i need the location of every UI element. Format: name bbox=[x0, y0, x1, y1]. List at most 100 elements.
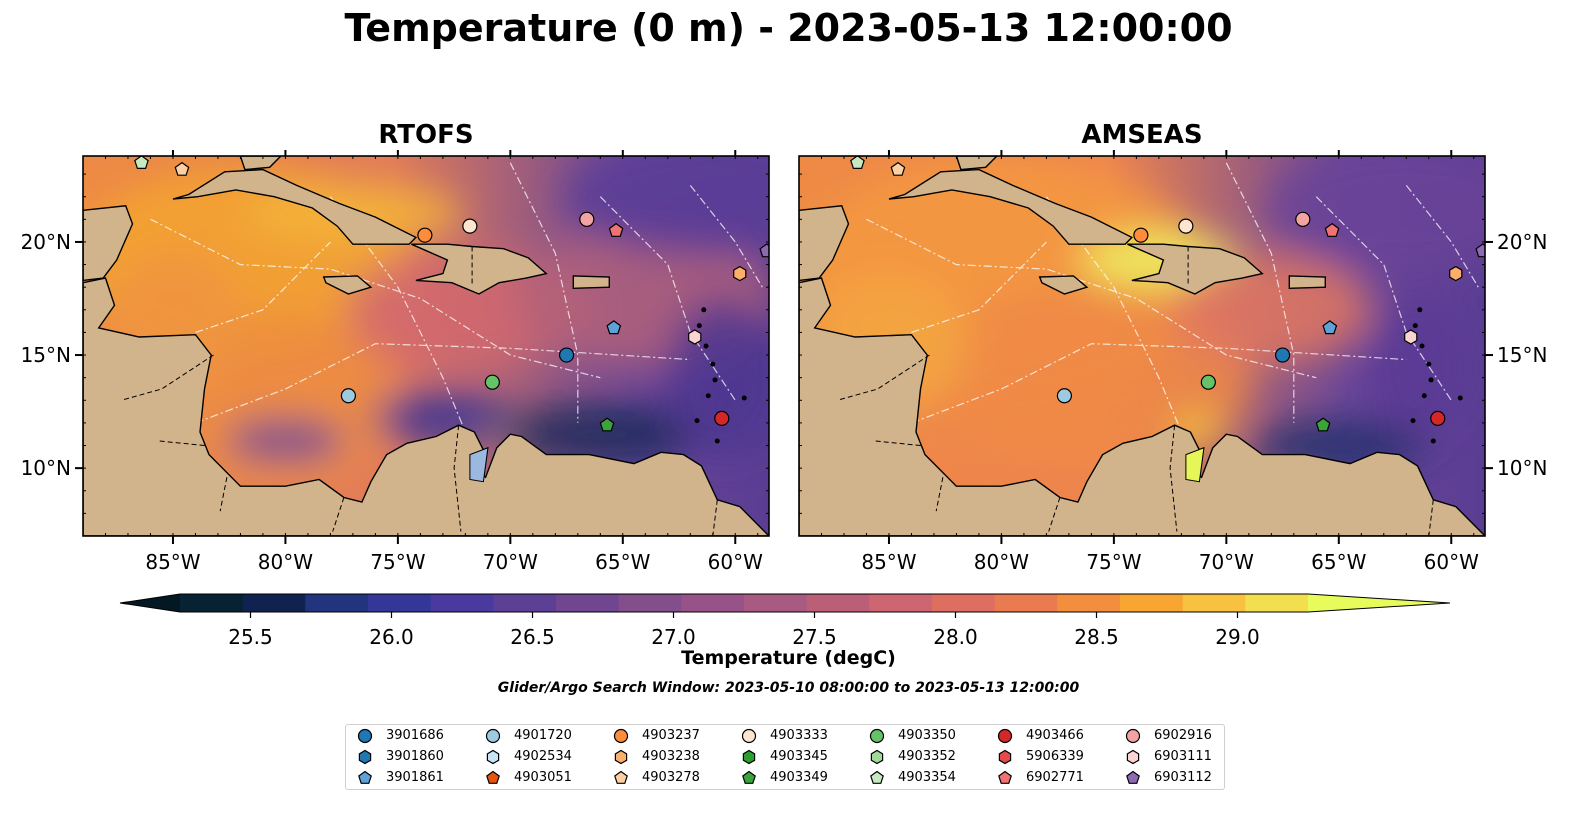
float-legend: 3901686 3901860 3901861 4901720 4902534 49030… bbox=[345, 724, 1225, 790]
colorbar-segment bbox=[1057, 594, 1121, 612]
legend-marker-icon bbox=[998, 749, 1012, 765]
colorbar-segment bbox=[1182, 594, 1246, 612]
colorbar-segment bbox=[1245, 594, 1309, 612]
lake-maracaibo-fill bbox=[469, 447, 489, 483]
colorbar-over-extension bbox=[1308, 594, 1450, 612]
island-marker bbox=[694, 418, 700, 424]
legend-label: 3901686 bbox=[386, 728, 444, 743]
colorbar: 25.5 26.0 26.5 27.0 27.5 28.0 28.5 29.0 bbox=[119, 593, 1451, 649]
float-marker-4903354 bbox=[134, 156, 149, 169]
temperature-field bbox=[799, 156, 1485, 473]
x-tick-label: 60°W bbox=[708, 550, 763, 574]
legend-marker-icon bbox=[1126, 770, 1140, 784]
x-tick-label: 75°W bbox=[1086, 550, 1141, 574]
legend-label: 4903278 bbox=[642, 770, 700, 785]
island-marker bbox=[712, 377, 718, 383]
x-tick-label: 70°W bbox=[1199, 550, 1254, 574]
colorbar-segment bbox=[242, 594, 306, 612]
legend-marker-icon bbox=[1125, 728, 1141, 744]
colorbar-segment bbox=[1120, 594, 1184, 612]
x-tick-label: 60°W bbox=[1424, 550, 1479, 574]
legend-marker-icon bbox=[870, 749, 884, 765]
legend-label: 3901861 bbox=[386, 770, 444, 785]
legend-label: 4903237 bbox=[642, 728, 700, 743]
legend-marker-icon bbox=[869, 728, 885, 744]
float-marker-6902771 bbox=[608, 222, 624, 237]
legend-marker bbox=[486, 749, 500, 765]
colorbar-outline bbox=[119, 593, 1451, 613]
y-tick-label-left: 15°N bbox=[21, 343, 71, 367]
y-tick-label-left: 20°N bbox=[21, 230, 71, 254]
island-marker bbox=[1457, 395, 1463, 401]
map-frame bbox=[82, 155, 770, 537]
float-marker-6902916 bbox=[1295, 211, 1311, 227]
x-tick-label: 65°W bbox=[1311, 550, 1366, 574]
float-marker-4903237 bbox=[1133, 227, 1149, 243]
island-marker bbox=[1430, 438, 1436, 444]
land-mass bbox=[83, 156, 769, 536]
float-marker-4903349 bbox=[1315, 417, 1331, 432]
island-marker bbox=[696, 323, 702, 329]
y-tick-label-right: 15°N bbox=[1497, 343, 1547, 367]
legend-marker-icon bbox=[1126, 749, 1140, 765]
float-marker-4903238 bbox=[1449, 265, 1463, 282]
legend-marker-icon bbox=[614, 770, 628, 784]
legend-marker bbox=[357, 728, 373, 744]
island-marker bbox=[1417, 307, 1423, 313]
boundary-lines bbox=[866, 162, 1479, 433]
legend-marker-icon bbox=[614, 749, 628, 765]
island-marker bbox=[1426, 361, 1432, 367]
legend-marker-icon bbox=[357, 728, 373, 744]
x-tick-label: 85°W bbox=[145, 550, 200, 574]
legend-marker bbox=[1126, 749, 1140, 765]
legend-label: 6902771 bbox=[1026, 770, 1084, 785]
colorbar-segment bbox=[430, 594, 494, 612]
float-marker-3901861 bbox=[606, 320, 622, 335]
colorbar-segment bbox=[869, 594, 933, 612]
legend-marker-icon bbox=[486, 749, 500, 765]
legend-marker bbox=[358, 749, 372, 765]
legend-marker bbox=[997, 728, 1013, 744]
legend-label: 4903333 bbox=[770, 728, 828, 743]
float-marker-4903237 bbox=[417, 227, 433, 243]
colorbar-segment bbox=[180, 594, 244, 612]
colorbar-segment bbox=[681, 594, 745, 612]
legend-label: 4903345 bbox=[770, 749, 828, 764]
x-tick-label: 80°W bbox=[258, 550, 313, 574]
legend-label: 4901720 bbox=[514, 728, 572, 743]
float-marker-6903111 bbox=[1404, 329, 1418, 345]
colorbar-segment bbox=[368, 594, 432, 612]
float-marker-4903350 bbox=[484, 374, 500, 390]
legend-marker bbox=[742, 749, 756, 765]
legend-marker bbox=[1126, 770, 1140, 784]
island-marker bbox=[1428, 377, 1434, 383]
legend-marker-icon bbox=[741, 728, 757, 744]
legend-marker bbox=[741, 728, 757, 744]
legend-marker bbox=[998, 770, 1012, 784]
legend-label: 4903349 bbox=[770, 770, 828, 785]
colorbar-segment bbox=[618, 594, 682, 612]
legend-marker bbox=[613, 728, 629, 744]
island-marker bbox=[1421, 393, 1427, 399]
legend-marker bbox=[486, 770, 500, 784]
island-marker bbox=[701, 307, 707, 313]
legend-label: 4903350 bbox=[898, 728, 956, 743]
legend-label: 6902916 bbox=[1154, 728, 1212, 743]
land-mass bbox=[799, 156, 1485, 536]
island-marker bbox=[741, 395, 747, 401]
legend-marker bbox=[614, 770, 628, 784]
colorbar-tick-label: 25.5 bbox=[228, 625, 273, 649]
legend-label: 4903466 bbox=[1026, 728, 1084, 743]
legend-marker bbox=[742, 770, 756, 784]
island-marker bbox=[703, 343, 709, 349]
legend-marker-icon bbox=[997, 728, 1013, 744]
legend-label: 5906339 bbox=[1026, 749, 1084, 764]
float-marker-3901686 bbox=[558, 347, 575, 363]
legend-marker-icon bbox=[998, 770, 1012, 784]
island-marker bbox=[1419, 343, 1425, 349]
island-marker bbox=[710, 361, 716, 367]
colorbar-under-extension bbox=[120, 594, 180, 612]
legend-marker-icon bbox=[358, 770, 372, 784]
colorbar-tick-label: 28.0 bbox=[933, 625, 978, 649]
